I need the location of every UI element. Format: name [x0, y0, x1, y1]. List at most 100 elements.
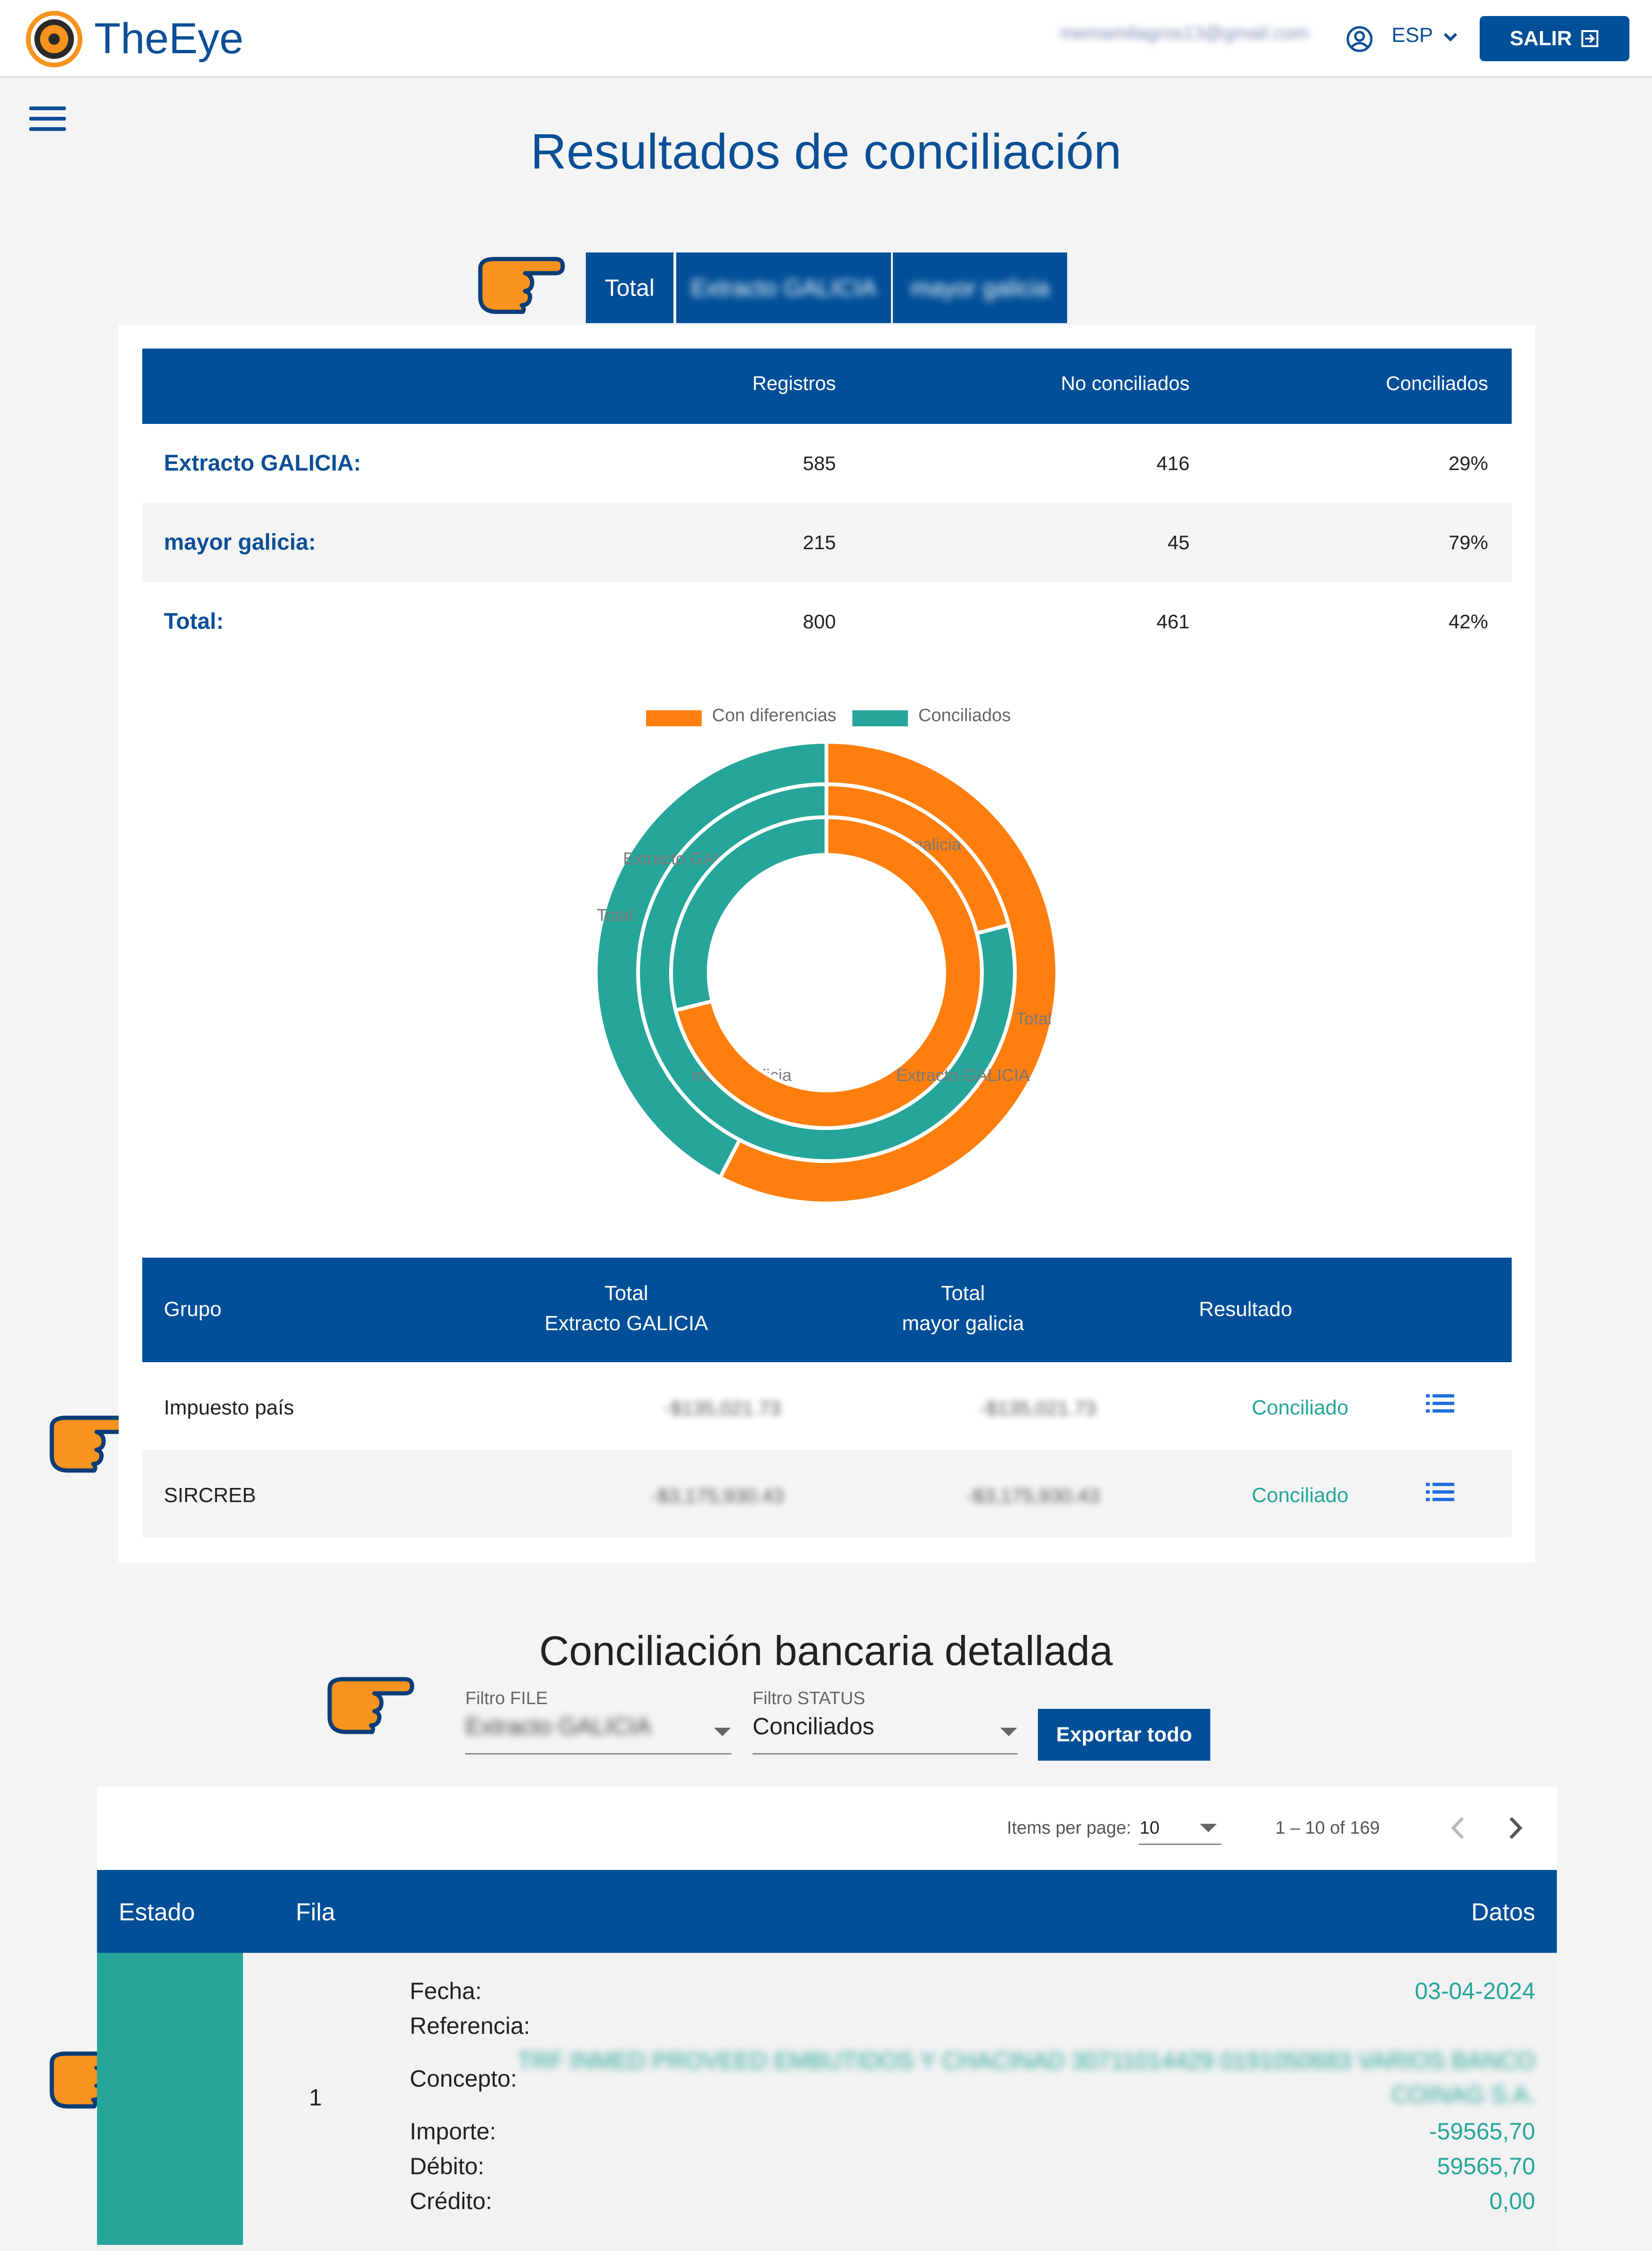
col-grupo: Grupo — [164, 1298, 222, 1321]
concepto-label: Concepto: — [410, 2065, 517, 2092]
col-total-mayor: Total mayor galicia — [805, 1278, 1121, 1339]
top-bar — [0, 0, 1652, 78]
legend-label-conciliados[interactable]: Conciliados — [918, 706, 1011, 725]
logout-icon — [1581, 30, 1598, 47]
importe-label: Importe: — [410, 2118, 496, 2145]
detail-table-header — [97, 1870, 1557, 1953]
concepto-value-line1: TRF INMED PROVEED EMBUTIDOS Y CHACINAD 3… — [517, 2048, 1535, 2074]
donut-slice[interactable] — [673, 815, 984, 1130]
group-result: Conciliado — [1252, 1396, 1349, 1419]
credito-label: Crédito: — [410, 2188, 493, 2214]
donut-chart: TotalTotalmayor galiciamayor galiciaExtr… — [594, 739, 1059, 1205]
theeye-logo-icon — [26, 11, 82, 67]
group-name: Impuesto país — [164, 1396, 294, 1419]
row-registros: 215 — [802, 531, 836, 553]
tab-mayor-galicia[interactable]: mayor galicia — [893, 252, 1067, 323]
filter-status-select[interactable]: Conciliados — [753, 1713, 875, 1739]
pointing-hand-icon — [478, 257, 565, 314]
legend-label-con-diferencias[interactable]: Con diferencias — [712, 706, 837, 725]
group-name: SIRCREB — [164, 1484, 256, 1507]
group-total-extracto: -$135,021.73 — [664, 1397, 781, 1419]
table-row — [142, 424, 1512, 503]
account-circle-icon[interactable] — [1346, 25, 1373, 53]
tab-label: mayor galicia — [910, 275, 1050, 301]
row-conciliados: 79% — [1448, 531, 1488, 553]
table-row — [142, 503, 1512, 582]
fecha-label: Fecha: — [410, 1978, 482, 2004]
list-detail-icon[interactable] — [1426, 1482, 1454, 1503]
hamburger-menu-icon[interactable] — [29, 106, 66, 133]
donut-slice[interactable] — [669, 815, 828, 1013]
importe-value: -59565,70 — [1429, 2118, 1535, 2145]
col-total-extracto: Total Extracto GALICIA — [447, 1278, 805, 1339]
col-total-mayor-line1: Total — [941, 1282, 985, 1305]
col-total-extracto-line1: Total — [604, 1282, 648, 1305]
filter-file-underline — [465, 1753, 731, 1755]
group-total-mayor: -$135,021.73 — [980, 1397, 1096, 1419]
table-row — [97, 1953, 1557, 2251]
group-result: Conciliado — [1252, 1484, 1349, 1507]
filter-status-underline — [753, 1753, 1018, 1755]
row-conciliados: 29% — [1448, 452, 1488, 474]
chevron-right-icon[interactable] — [1505, 1815, 1526, 1841]
brand-name: TheEye — [94, 15, 244, 63]
status-cell — [97, 1953, 243, 2245]
pointing-hand-icon — [327, 1677, 414, 1734]
tab-label: Extracto GALICIA — [690, 275, 877, 301]
credito-value: 0,00 — [1489, 2188, 1535, 2214]
logout-button[interactable]: SALIR — [1480, 16, 1629, 61]
filter-status-label: Filtro STATUS — [753, 1689, 866, 1708]
donut-slice-label: Total — [597, 905, 632, 925]
logout-label: SALIR — [1510, 27, 1572, 50]
row-registros: 800 — [802, 610, 836, 633]
list-detail-icon[interactable] — [1426, 1393, 1454, 1414]
chevron-left-icon[interactable] — [1448, 1815, 1468, 1841]
row-no-conciliados: 461 — [1156, 610, 1190, 633]
page-range: 1 – 10 of 169 — [1275, 1818, 1380, 1838]
row-name: Total: — [164, 609, 224, 634]
tab-label: Total — [605, 275, 655, 301]
legend-swatch-con-diferencias[interactable] — [646, 710, 702, 726]
donut-slice-label: Extracto GALICIA — [896, 1065, 1030, 1085]
col-total-mayor-line2: mayor galicia — [902, 1312, 1024, 1335]
col-fila: Fila — [296, 1899, 335, 1926]
debito-label: Débito: — [410, 2153, 485, 2179]
export-all-button[interactable]: Exportar todo — [1038, 1709, 1210, 1761]
row-registros: 585 — [802, 452, 836, 474]
row-no-conciliados: 416 — [1156, 452, 1190, 474]
page-title: Resultados de conciliación — [530, 124, 1122, 179]
col-datos: Datos — [1471, 1899, 1535, 1926]
paginator — [97, 1787, 1557, 1870]
tab-extracto-galicia[interactable]: Extracto GALICIA — [676, 252, 891, 323]
donut-slice-label: Total — [1016, 1009, 1052, 1028]
section-title: Conciliación bancaria detallada — [539, 1627, 1113, 1674]
fecha-value: 03-04-2024 — [1415, 1978, 1535, 2004]
col-resultado: Resultado — [1199, 1298, 1293, 1321]
filter-file-select[interactable]: Extracto GALICIA — [465, 1713, 651, 1739]
col-estado: Estado — [119, 1899, 195, 1926]
debito-value: 59565,70 — [1437, 2153, 1535, 2179]
col-no-conciliados: No conciliados — [1061, 372, 1190, 394]
tab-total[interactable]: Total — [586, 252, 673, 323]
group-total-mayor: -$3,175,930.43 — [966, 1485, 1100, 1507]
row-no-conciliados: 45 — [1167, 531, 1190, 553]
group-total-extracto: -$3,175,930.43 — [651, 1485, 784, 1507]
items-per-page-underline — [1139, 1844, 1222, 1845]
table-row — [142, 1450, 1512, 1537]
filter-file-label: Filtro FILE — [465, 1689, 548, 1708]
col-registros: Registros — [752, 372, 836, 394]
caret-down-icon[interactable] — [1000, 1728, 1017, 1736]
col-conciliados: Conciliados — [1385, 372, 1488, 394]
summary-table-header — [142, 349, 1512, 424]
language-selector[interactable]: ESP — [1392, 24, 1433, 47]
table-row — [142, 582, 1512, 661]
caret-down-icon[interactable] — [1200, 1824, 1217, 1832]
items-per-page-label: Items per page: — [1007, 1818, 1132, 1838]
caret-down-icon[interactable] — [714, 1728, 731, 1736]
concepto-value-line2: COINAG S.A. — [1391, 2081, 1535, 2108]
row-name: Extracto GALICIA: — [164, 451, 361, 476]
legend-swatch-conciliados[interactable] — [852, 710, 908, 726]
table-row — [142, 1362, 1512, 1450]
chevron-down-icon[interactable] — [1442, 28, 1459, 45]
items-per-page-select[interactable]: 10 — [1140, 1818, 1160, 1838]
